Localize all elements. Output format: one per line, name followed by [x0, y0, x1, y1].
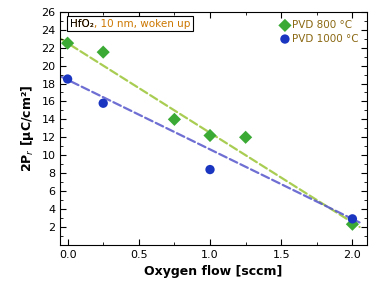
PVD 800 °C: [349, 222, 355, 227]
PVD 800 °C: [100, 50, 106, 55]
PVD 800 °C: [243, 135, 249, 140]
Y-axis label: 2P$_r$ [μC/cm²]: 2P$_r$ [μC/cm²]: [19, 85, 36, 172]
PVD 1000 °C: [100, 101, 106, 106]
PVD 800 °C: [171, 117, 177, 122]
Text: HfO₂, 10 nm, woken up: HfO₂, 10 nm, woken up: [70, 19, 190, 29]
Text: HfO₂: HfO₂: [70, 19, 93, 29]
PVD 800 °C: [65, 41, 71, 45]
PVD 1000 °C: [349, 217, 355, 221]
PVD 1000 °C: [207, 167, 213, 172]
Legend: PVD 800 °C, PVD 1000 °C: PVD 800 °C, PVD 1000 °C: [279, 17, 361, 47]
X-axis label: Oxygen flow [sccm]: Oxygen flow [sccm]: [144, 265, 283, 278]
PVD 800 °C: [207, 133, 213, 138]
PVD 1000 °C: [65, 77, 71, 81]
